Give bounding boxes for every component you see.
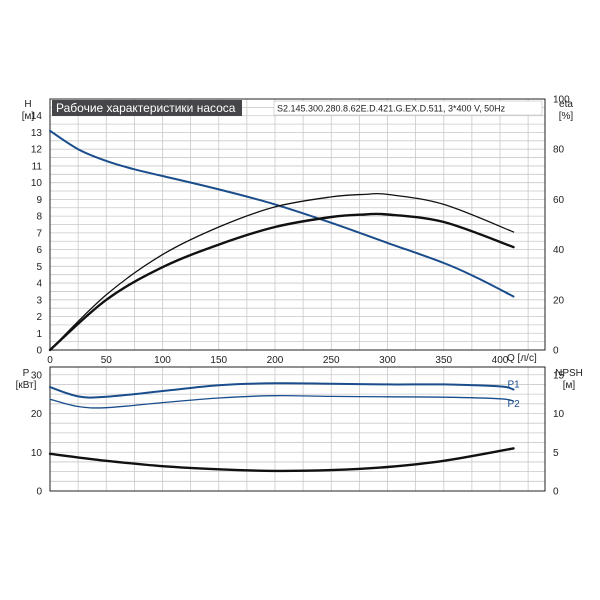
y-left-tick-label: 3 [36, 295, 42, 306]
y-left-tick-label: 11 [32, 161, 43, 172]
model-box [273, 100, 543, 116]
head-curve [49, 129, 515, 298]
npsh-tick-label: 0 [553, 487, 559, 498]
series-label-p2: P2 [508, 399, 521, 410]
bottom-plot-frame [49, 366, 546, 492]
y-left-tick-label: 6 [36, 245, 42, 256]
x-tick-label: 50 [101, 355, 113, 366]
npsh-axis-unit: [м] [563, 380, 576, 391]
x-tick-label: 0 [47, 355, 53, 366]
y-right-tick-label: 60 [553, 195, 565, 206]
y-right-tick-label: 20 [553, 295, 565, 306]
power-p1-curve [49, 382, 515, 399]
y-right-axis-label: eta [559, 99, 573, 110]
tick-labels: 0 50 100 150 200 250 300 350 4000123456789101112… [31, 95, 570, 498]
series-labels: P1 P2 [508, 379, 521, 410]
x-tick-label: 250 [323, 355, 340, 366]
bottom-plot-grid [49, 367, 545, 492]
x-axis-label: Q [л/с] [507, 353, 537, 364]
y-left-tick-label: 5 [36, 262, 42, 273]
top-plot-grid [49, 99, 545, 351]
npsh-axis-label: NPSH [555, 368, 583, 379]
npsh-curve [48, 447, 515, 473]
power-tick-label: 10 [31, 448, 43, 459]
y-left-axis-label: H [24, 99, 31, 110]
y-left-tick-label: 14 [31, 111, 43, 122]
y-left-tick-label: 8 [36, 212, 42, 223]
top-plot-frame [49, 98, 546, 351]
y-right-tick-label: 40 [553, 245, 565, 256]
x-tick-label: 200 [267, 355, 284, 366]
y-left-tick-label: 10 [31, 178, 43, 189]
y-left-axis-unit: [м] [22, 111, 35, 122]
x-tick-label: 400 [492, 355, 509, 366]
y-left-tick-label: 13 [31, 128, 43, 139]
npsh-tick-label: 10 [553, 409, 565, 420]
efficiency-curve-upper [49, 192, 515, 351]
power-tick-label: 20 [31, 409, 43, 420]
y-left-tick-label: 9 [36, 195, 42, 206]
efficiency-curve-lower [48, 212, 515, 352]
chart-title: Рабочие характеристики насоса [56, 101, 236, 115]
x-tick-label: 100 [154, 355, 171, 366]
x-tick-label: 300 [379, 355, 396, 366]
y-right-axis-unit: [%] [559, 111, 574, 122]
x-tick-label: 150 [210, 355, 227, 366]
y-left-tick-label: 7 [36, 228, 42, 239]
y-right-tick-label: 100 [553, 95, 570, 106]
power-tick-label: 30 [31, 370, 43, 381]
y-left-tick-label: 12 [31, 145, 43, 156]
power-p2-curve [49, 394, 515, 409]
y-left-tick-label: 4 [36, 279, 42, 290]
y-left-tick-label: 1 [36, 329, 42, 340]
power-axis-label: P [23, 368, 30, 379]
y-right-tick-label: 0 [553, 346, 559, 357]
y-left-tick-label: 2 [36, 312, 42, 323]
x-tick-label: 350 [435, 355, 452, 366]
npsh-tick-label: 15 [553, 370, 565, 381]
series-label-p1: P1 [508, 379, 521, 390]
title-box [52, 100, 242, 116]
power-tick-label: 0 [36, 487, 42, 498]
curves [48, 129, 515, 473]
y-left-tick-label: 0 [36, 346, 42, 357]
chart-subtitle: S2.145.300.280.8.62E.D.421.G.EX.D.511, 3… [277, 104, 506, 114]
power-axis-unit: [кВт] [16, 380, 37, 391]
y-right-tick-label: 80 [553, 145, 565, 156]
npsh-tick-label: 5 [553, 448, 559, 459]
